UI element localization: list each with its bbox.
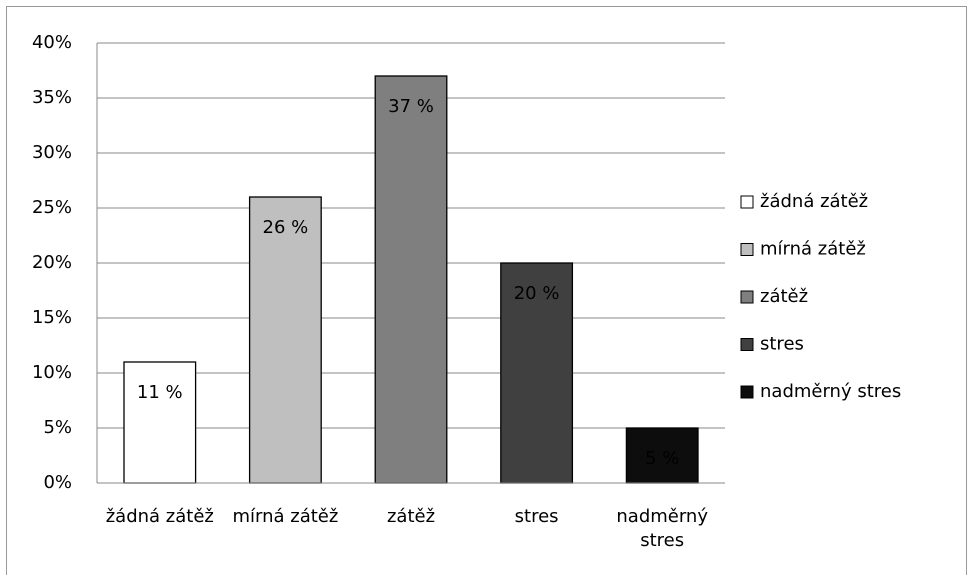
x-tick-label: mírná zátěž (232, 506, 339, 527)
legend-label: stres (760, 334, 804, 355)
data-label: 26 % (263, 217, 309, 238)
bar (123, 361, 197, 484)
chart-border (6, 6, 967, 575)
bar (500, 262, 574, 484)
legend-swatch (740, 195, 754, 209)
legend-swatch (740, 290, 754, 304)
bar (625, 427, 699, 484)
y-tick-label: 10% (32, 362, 72, 383)
legend-label: nadměrný stres (760, 381, 901, 402)
legend-swatch (740, 338, 754, 351)
legend-label: žádná zátěž (760, 191, 868, 212)
data-label: 20 % (514, 283, 560, 304)
bar (248, 196, 322, 484)
data-label: 37 % (388, 96, 434, 117)
y-tick-label: 40% (32, 32, 72, 53)
legend-label: zátěž (760, 286, 808, 307)
x-tick-label: zátěž (386, 506, 436, 527)
x-tick-label: žádná zátěž (105, 506, 214, 527)
data-label: 5 % (645, 448, 679, 469)
legend-swatch (740, 243, 754, 256)
x-tick-label: nadměrný stres (616, 506, 708, 551)
y-tick-label: 35% (32, 87, 72, 108)
y-tick-label: 5% (43, 417, 72, 438)
y-tick-label: 30% (32, 142, 72, 163)
y-tick-label: 20% (32, 252, 72, 273)
legend-swatch (740, 385, 754, 399)
data-label: 11 % (137, 382, 183, 403)
y-tick-label: 15% (32, 307, 72, 328)
bar (374, 75, 448, 484)
y-tick-label: 25% (32, 197, 72, 218)
y-tick-label: 0% (43, 472, 72, 493)
x-tick-label: stres (514, 506, 559, 527)
legend-label: mírná zátěž (760, 239, 866, 260)
